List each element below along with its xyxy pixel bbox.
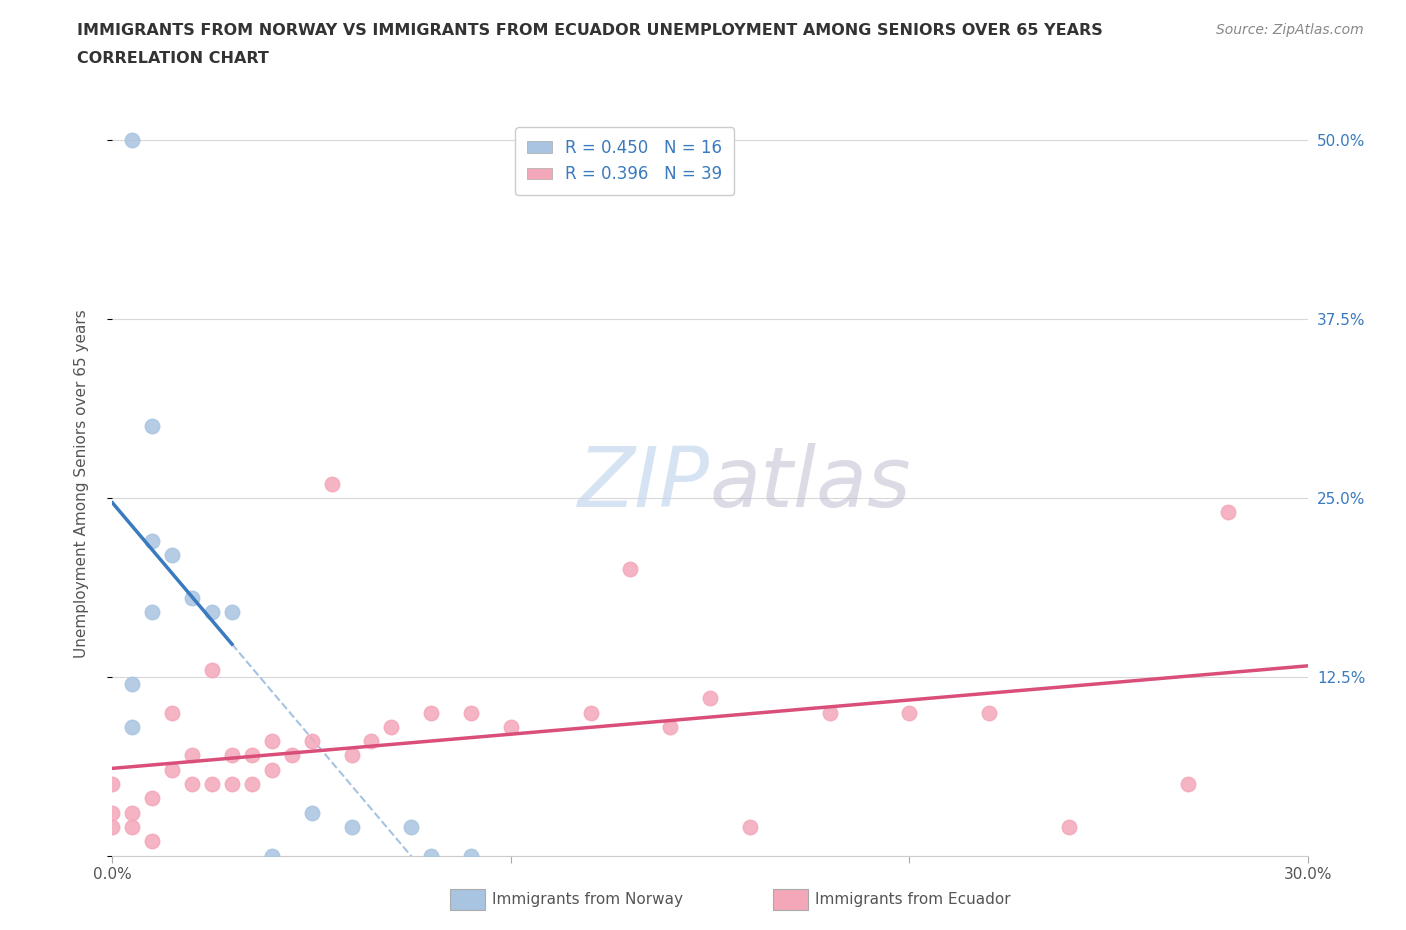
Text: ZIP: ZIP bbox=[578, 443, 710, 525]
Text: Source: ZipAtlas.com: Source: ZipAtlas.com bbox=[1216, 23, 1364, 37]
Point bbox=[738, 819, 761, 834]
Point bbox=[659, 720, 682, 735]
Point bbox=[420, 848, 443, 863]
Point bbox=[201, 662, 224, 677]
Point bbox=[898, 705, 921, 720]
Text: Immigrants from Ecuador: Immigrants from Ecuador bbox=[815, 892, 1011, 907]
Point bbox=[201, 777, 224, 791]
Point bbox=[221, 604, 243, 619]
Point bbox=[340, 819, 363, 834]
Point bbox=[162, 705, 183, 720]
Point bbox=[141, 534, 163, 549]
Point bbox=[101, 819, 124, 834]
Text: CORRELATION CHART: CORRELATION CHART bbox=[77, 51, 269, 66]
Point bbox=[240, 777, 263, 791]
Point bbox=[360, 734, 382, 749]
Point bbox=[221, 748, 243, 763]
Point bbox=[121, 133, 143, 148]
Point bbox=[499, 720, 522, 735]
Point bbox=[460, 848, 482, 863]
Point bbox=[260, 763, 283, 777]
Point bbox=[321, 476, 343, 491]
Point bbox=[162, 763, 183, 777]
Point bbox=[201, 604, 224, 619]
Point bbox=[121, 720, 143, 735]
Point bbox=[301, 805, 323, 820]
Point bbox=[181, 777, 204, 791]
Point bbox=[818, 705, 841, 720]
Point bbox=[101, 777, 124, 791]
Text: atlas: atlas bbox=[710, 443, 911, 525]
Text: IMMIGRANTS FROM NORWAY VS IMMIGRANTS FROM ECUADOR UNEMPLOYMENT AMONG SENIORS OVE: IMMIGRANTS FROM NORWAY VS IMMIGRANTS FRO… bbox=[77, 23, 1104, 38]
Point bbox=[141, 834, 163, 849]
Point bbox=[141, 418, 163, 433]
Point bbox=[121, 676, 143, 691]
Point bbox=[181, 591, 204, 605]
Point bbox=[1177, 777, 1199, 791]
Point bbox=[579, 705, 602, 720]
Point bbox=[162, 548, 183, 563]
Y-axis label: Unemployment Among Seniors over 65 years: Unemployment Among Seniors over 65 years bbox=[75, 309, 89, 658]
Point bbox=[977, 705, 1000, 720]
Point bbox=[619, 562, 641, 577]
Point bbox=[240, 748, 263, 763]
Point bbox=[1216, 505, 1239, 520]
Point bbox=[141, 604, 163, 619]
Point bbox=[301, 734, 323, 749]
Point bbox=[401, 819, 423, 834]
Point bbox=[699, 691, 721, 706]
Point bbox=[141, 790, 163, 805]
Point bbox=[221, 777, 243, 791]
Point bbox=[460, 705, 482, 720]
Point bbox=[121, 805, 143, 820]
Point bbox=[101, 805, 124, 820]
Text: Immigrants from Norway: Immigrants from Norway bbox=[492, 892, 683, 907]
Legend: R = 0.450   N = 16, R = 0.396   N = 39: R = 0.450 N = 16, R = 0.396 N = 39 bbox=[515, 127, 734, 195]
Point bbox=[420, 705, 443, 720]
Point bbox=[281, 748, 304, 763]
Point bbox=[260, 734, 283, 749]
Point bbox=[181, 748, 204, 763]
Point bbox=[1057, 819, 1080, 834]
Point bbox=[121, 819, 143, 834]
Point bbox=[340, 748, 363, 763]
Point bbox=[260, 848, 283, 863]
Point bbox=[380, 720, 402, 735]
